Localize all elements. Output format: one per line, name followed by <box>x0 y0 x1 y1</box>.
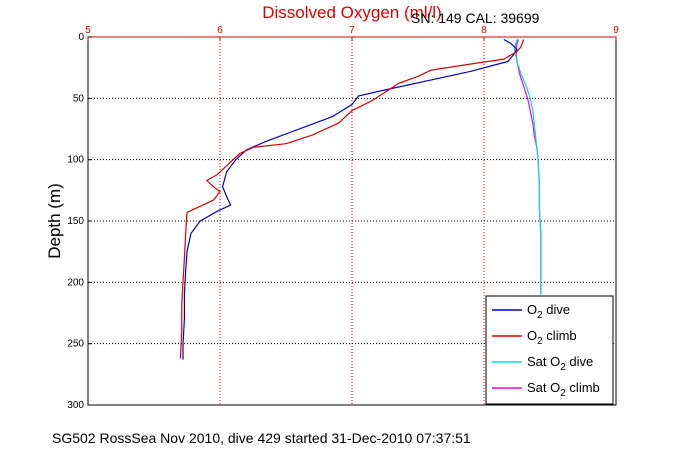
x-tick-label: 5 <box>85 25 91 36</box>
x-axis: 5 6 7 8 9 <box>85 25 619 41</box>
serial-calibration-label: SN: 149 CAL: 39699 <box>411 10 540 26</box>
y-tick-label: 150 <box>67 216 84 227</box>
legend-label-sat-o2-climb: Sat O2 climb <box>527 380 600 399</box>
dive-caption: SG502 RossSea Nov 2010, dive 429 started… <box>52 430 471 446</box>
data-series <box>179 38 542 360</box>
x-tick-label: 6 <box>217 25 223 36</box>
y-tick-label: 250 <box>67 339 84 350</box>
legend-label-sat-o2-dive: Sat O2 dive <box>527 354 593 373</box>
legend-label-o2-climb: O2 climb <box>527 328 577 347</box>
x-tick-label: 7 <box>349 25 355 36</box>
y-tick-label: 0 <box>78 32 84 43</box>
y-axis: 0 50 100 150 200 250 300 <box>67 32 92 411</box>
series-line-sat-o2-dive <box>513 39 542 295</box>
chart-title: Dissolved Oxygen (ml/l) <box>262 3 442 22</box>
legend-box <box>485 295 614 405</box>
legend: O2 dive O2 climb Sat O2 dive Sat O2 climb <box>485 295 614 405</box>
legend-label-o2-dive: O2 dive <box>527 302 570 321</box>
series-line-o2-dive <box>182 38 518 360</box>
y-tick-label: 200 <box>67 277 84 288</box>
y-axis-label: Depth (m) <box>45 183 64 259</box>
grid <box>88 37 616 405</box>
x-tick-label: 8 <box>481 25 487 36</box>
y-tick-label: 300 <box>67 400 84 411</box>
series-line-o2-climb <box>179 39 525 359</box>
x-tick-label: 9 <box>613 25 619 36</box>
y-tick-label: 50 <box>73 93 85 104</box>
y-tick-label: 100 <box>67 155 84 166</box>
